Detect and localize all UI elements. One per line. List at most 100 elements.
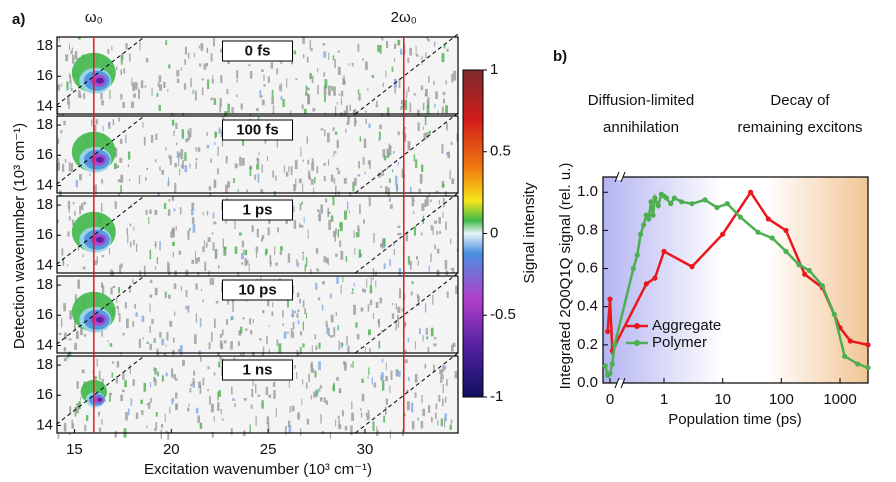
noise xyxy=(161,375,164,382)
noise xyxy=(96,358,98,367)
noise xyxy=(222,418,224,421)
noise xyxy=(135,412,139,419)
noise xyxy=(238,232,242,236)
noise xyxy=(249,166,252,176)
noise xyxy=(313,391,316,398)
y-tick-label: 14 xyxy=(36,256,53,273)
noise xyxy=(170,368,174,378)
noise xyxy=(443,417,446,428)
noise xyxy=(398,78,401,89)
noise xyxy=(446,48,449,52)
panel-label-box xyxy=(222,359,293,381)
noise xyxy=(317,388,319,394)
noise xyxy=(111,372,114,378)
noise xyxy=(424,116,427,126)
noise xyxy=(414,373,418,383)
noise xyxy=(213,416,215,422)
noise xyxy=(350,425,353,435)
noise xyxy=(426,37,429,40)
noise xyxy=(372,313,375,319)
noise xyxy=(359,136,362,142)
noise xyxy=(149,325,151,333)
noise xyxy=(230,428,233,435)
noise xyxy=(427,405,431,413)
noise xyxy=(184,59,187,65)
noise xyxy=(453,70,457,81)
noise xyxy=(205,242,208,248)
noise xyxy=(338,340,340,351)
noise xyxy=(388,152,390,157)
noise xyxy=(297,262,299,268)
noise xyxy=(244,257,247,266)
data-point xyxy=(612,342,618,348)
noise xyxy=(189,388,192,393)
noise xyxy=(383,415,386,423)
noise xyxy=(320,204,324,214)
noise xyxy=(177,152,181,157)
noise xyxy=(276,339,279,346)
noise xyxy=(301,104,304,110)
noise xyxy=(188,52,190,59)
noise xyxy=(379,297,383,304)
noise xyxy=(301,201,303,205)
noise xyxy=(263,84,266,87)
noise xyxy=(143,265,146,276)
noise xyxy=(252,351,255,359)
noise xyxy=(211,278,215,286)
noise xyxy=(398,232,402,236)
colorbar-label: Signal intensity xyxy=(521,182,538,283)
noise xyxy=(330,314,334,323)
noise xyxy=(160,424,164,428)
noise xyxy=(209,395,211,405)
noise xyxy=(335,253,338,257)
noise xyxy=(79,205,81,215)
noise xyxy=(154,266,157,270)
noise xyxy=(122,372,125,380)
noise xyxy=(323,72,326,77)
y-tick-label: 14 xyxy=(36,97,53,114)
noise xyxy=(140,399,144,405)
noise xyxy=(67,264,69,267)
noise xyxy=(76,381,78,389)
noise xyxy=(391,66,394,72)
noise xyxy=(377,172,381,178)
noise xyxy=(284,425,287,435)
noise xyxy=(57,432,60,439)
noise xyxy=(260,189,264,194)
noise xyxy=(299,331,303,336)
noise xyxy=(209,192,212,196)
noise xyxy=(427,96,430,106)
noise xyxy=(81,369,85,374)
noise xyxy=(150,135,154,143)
noise xyxy=(361,393,365,402)
noise xyxy=(63,422,67,432)
noise xyxy=(165,372,168,377)
noise xyxy=(352,181,355,188)
noise xyxy=(249,71,253,79)
x-tick-label: 10 xyxy=(714,391,731,408)
noise xyxy=(310,48,313,52)
noise xyxy=(74,342,77,350)
noise xyxy=(68,101,70,110)
panel-label: 1 ns xyxy=(242,361,272,378)
noise xyxy=(63,357,67,362)
noise xyxy=(63,120,66,126)
noise xyxy=(127,151,131,160)
noise xyxy=(397,233,399,236)
noise xyxy=(282,99,285,108)
noise xyxy=(421,203,425,211)
noise xyxy=(171,119,175,126)
noise xyxy=(296,259,298,267)
noise xyxy=(138,175,141,185)
axis-break-gap xyxy=(617,380,623,386)
x-axis-label: Excitation wavenumber (10³ cm⁻¹) xyxy=(144,461,372,478)
noise xyxy=(84,424,87,432)
noise xyxy=(297,309,300,313)
y-tick-label: 16 xyxy=(36,67,53,84)
noise xyxy=(292,321,295,330)
noise xyxy=(425,52,427,59)
noise xyxy=(134,303,137,309)
noise xyxy=(220,343,224,350)
noise xyxy=(96,256,98,264)
noise xyxy=(132,321,135,327)
